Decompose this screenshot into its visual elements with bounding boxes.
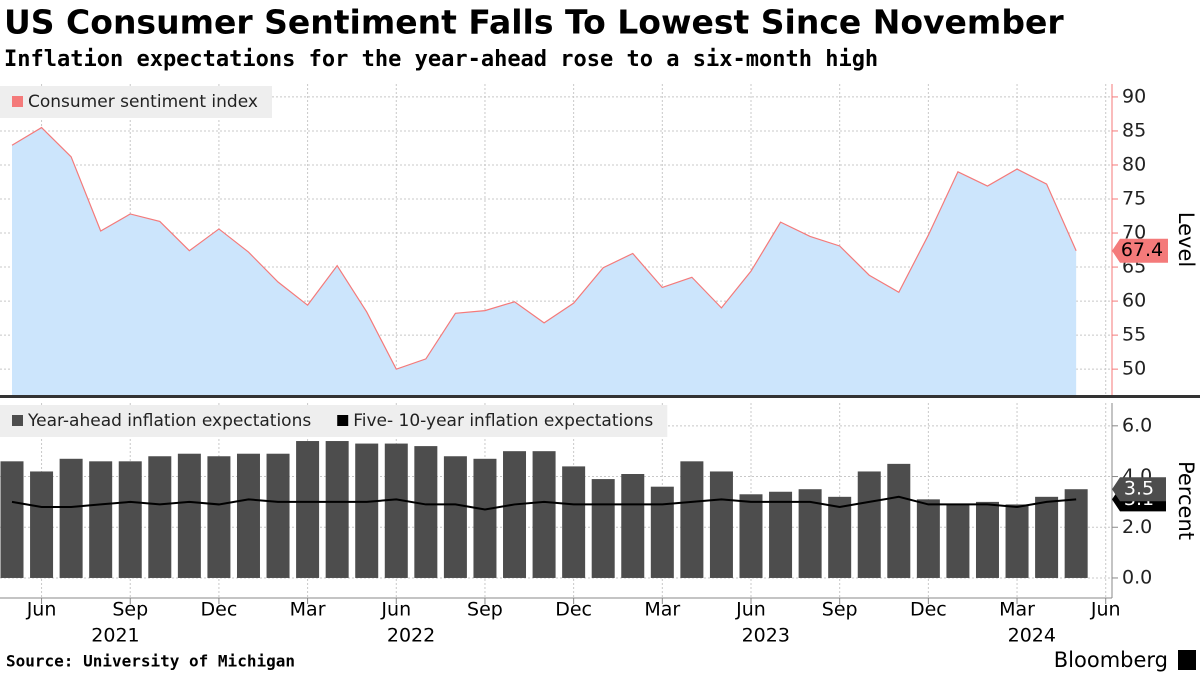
y-tick-label: 50 — [1122, 358, 1146, 380]
bar — [355, 443, 379, 578]
y-tick-label: 70 — [1122, 222, 1146, 244]
y-tick-label: 85 — [1122, 119, 1146, 141]
x-tick-label: Mar — [999, 599, 1035, 621]
x-tick-label: Mar — [290, 599, 326, 621]
bar — [296, 441, 320, 578]
x-year-label: 2024 — [1008, 625, 1056, 647]
x-tick-label: Jun — [735, 599, 766, 621]
bar — [503, 451, 527, 578]
x-tick-label: Dec — [201, 599, 238, 621]
bar — [739, 494, 763, 578]
bar — [709, 471, 733, 578]
panel-divider — [0, 395, 1200, 398]
area — [12, 127, 1077, 395]
y-tick-label: 60 — [1122, 290, 1146, 312]
legend-label: Consumer sentiment index — [28, 92, 258, 112]
y-tick-label: 75 — [1122, 188, 1146, 210]
legend-swatch — [337, 415, 349, 426]
bar — [798, 489, 822, 578]
bar — [473, 458, 497, 578]
bar — [207, 456, 231, 578]
legend-swatch — [12, 415, 23, 426]
y-tick-label: 6.0 — [1122, 414, 1152, 436]
legend-bg — [0, 86, 272, 118]
x-tick-label: Jun — [380, 599, 411, 621]
subtitle: Inflation expectations for the year-ahea… — [4, 47, 878, 72]
x-tick-label: Mar — [644, 599, 680, 621]
y-tick-label: 80 — [1122, 153, 1146, 175]
legend-bg — [0, 405, 668, 437]
line — [11, 495, 1077, 511]
bar — [769, 491, 793, 578]
bar — [89, 461, 113, 578]
x-tick-label: Dec — [555, 599, 592, 621]
value-badge — [1112, 477, 1166, 502]
bar — [975, 501, 999, 578]
x-year-label: 2022 — [387, 625, 435, 647]
legend-label: Five- 10-year inflation expectations — [353, 411, 653, 431]
bar — [650, 486, 674, 578]
bar — [443, 456, 467, 578]
legend-swatch — [12, 96, 23, 107]
bar — [0, 461, 24, 578]
y-tick-label: 0.0 — [1122, 566, 1152, 588]
value-label: 67.4 — [1121, 239, 1163, 261]
x-tick-label: Sep — [467, 599, 503, 621]
bar — [177, 453, 201, 578]
x-tick-label: Sep — [822, 599, 858, 621]
line — [11, 126, 1077, 370]
bar — [1005, 504, 1029, 578]
value-label: 3.5 — [1124, 478, 1154, 500]
brand: Bloomberg — [1054, 648, 1168, 672]
axis-label: Level — [1174, 212, 1198, 267]
title: US Consumer Sentiment Falls To Lowest Si… — [4, 3, 1064, 42]
bar — [384, 443, 408, 578]
brand-icon — [1178, 650, 1196, 670]
bar — [857, 471, 881, 578]
bar — [591, 479, 615, 578]
bar — [236, 453, 260, 578]
bar — [621, 474, 645, 578]
x-tick-label: Dec — [910, 599, 947, 621]
bar — [266, 453, 290, 578]
bar — [916, 499, 940, 578]
bar — [414, 446, 438, 578]
y-tick-label: 55 — [1122, 324, 1146, 346]
bar — [148, 456, 172, 578]
bar — [1035, 496, 1059, 578]
x-tick-label: Sep — [112, 599, 148, 621]
value-badge — [1112, 238, 1168, 263]
x-year-label: 2021 — [91, 625, 139, 647]
axis-label: Percent — [1174, 461, 1198, 540]
bar — [532, 451, 556, 578]
legend-label: Year-ahead inflation expectations — [27, 411, 311, 431]
bar — [325, 441, 349, 578]
bar — [828, 496, 852, 578]
x-tick-label: Jun — [1090, 599, 1121, 621]
bar — [30, 471, 54, 578]
x-year-label: 2023 — [742, 625, 790, 647]
source: Source: University of Michigan — [6, 652, 295, 671]
bar — [59, 458, 83, 578]
bar — [946, 504, 970, 578]
y-tick-label: 2.0 — [1122, 516, 1152, 538]
bar — [680, 461, 704, 578]
bar — [118, 461, 142, 578]
x-tick-label: Jun — [26, 599, 57, 621]
bar — [1064, 489, 1088, 578]
bar — [562, 466, 586, 578]
bar — [887, 463, 911, 578]
y-tick-label: 90 — [1122, 85, 1146, 107]
